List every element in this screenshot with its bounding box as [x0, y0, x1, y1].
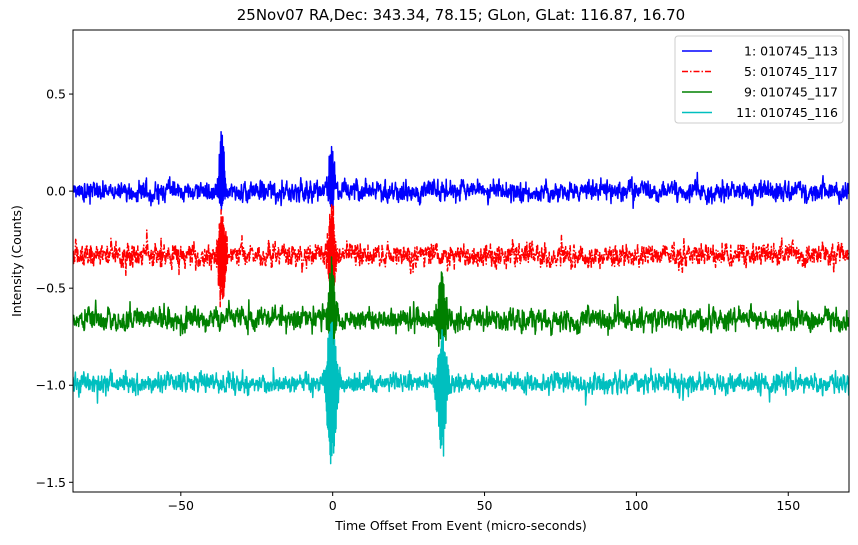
series-line-1: [73, 131, 849, 211]
y-tick-label: 0.5: [46, 87, 66, 102]
chart-title: 25Nov07 RA,Dec: 343.34, 78.15; GLon, GLa…: [237, 6, 685, 24]
legend-label: 9: 010745_117: [736, 85, 838, 100]
y-tick-label: −1.0: [36, 378, 66, 393]
y-tick-label: −0.5: [36, 281, 66, 296]
legend-label: 1: 010745_113: [736, 44, 838, 59]
x-axis-label: Time Offset From Event (micro-seconds): [334, 518, 586, 533]
series-line-2: [73, 203, 849, 308]
axes-frame: [72, 29, 850, 493]
legend-label: 11: 010745_116: [736, 105, 838, 120]
x-tick-label: 100: [624, 498, 648, 513]
series-layer: [73, 131, 849, 465]
x-axis: −50 0 50 100 150: [168, 492, 800, 513]
y-axis: 0.5 0.0 −0.5 −1.0 −1.5: [36, 87, 73, 490]
series-line-4: [73, 321, 849, 465]
x-tick-label: −50: [168, 498, 194, 513]
legend-box: [674, 35, 844, 124]
x-tick-label: 0: [329, 498, 337, 513]
series-line-3: [73, 256, 849, 348]
y-axis-label: Intensity (Counts): [9, 205, 24, 317]
x-tick-label: 50: [477, 498, 493, 513]
y-tick-label: 0.0: [46, 184, 66, 199]
legend-label: 5: 010745_117: [736, 64, 838, 79]
legend: 1: 010745_113 5: 010745_117 9: 010745_11…: [674, 35, 844, 124]
x-tick-label: 150: [776, 498, 800, 513]
y-tick-label: −1.5: [36, 475, 66, 490]
